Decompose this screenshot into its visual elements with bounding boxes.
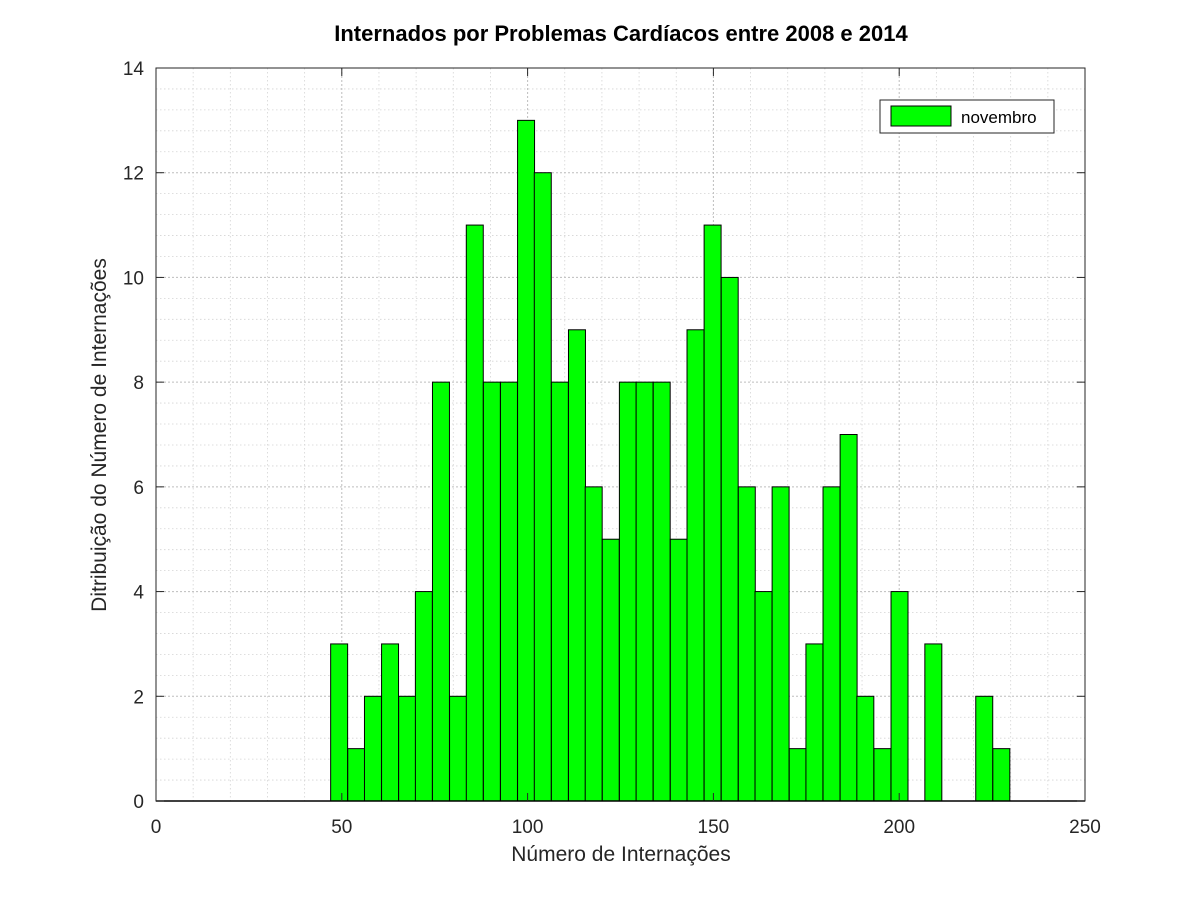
histogram-bar (635, 381, 654, 802)
histogram-bar (992, 748, 1011, 802)
y-tick-label: 4 (133, 583, 144, 604)
axes-frame (155, 67, 1086, 802)
histogram-bar (788, 748, 807, 802)
histogram-bar (550, 381, 569, 802)
histogram-bar (347, 748, 366, 802)
x-tick-label: 200 (883, 817, 915, 838)
bars (330, 119, 1011, 802)
histogram-bar (398, 695, 417, 802)
y-tick-label: 14 (123, 59, 145, 80)
histogram-bar (720, 276, 739, 802)
histogram-bar (449, 695, 468, 802)
legend-label: novembro (961, 108, 1037, 127)
histogram-bar (517, 119, 536, 802)
y-tick-label: 6 (133, 478, 144, 499)
y-tick-label: 2 (133, 687, 144, 708)
histogram-bar (839, 434, 858, 802)
legend: novembro (879, 99, 1055, 134)
histogram-bar (652, 381, 671, 802)
histogram-bar (975, 695, 994, 802)
histogram-bar (363, 695, 382, 802)
histogram-bar (465, 224, 484, 802)
histogram-bar (669, 538, 688, 802)
x-tick-label: 50 (331, 817, 352, 838)
histogram-bar (499, 381, 518, 802)
histogram-bar (584, 486, 603, 802)
histogram-bar (482, 381, 501, 802)
histogram-bar (737, 486, 756, 802)
histogram-bar (771, 486, 790, 802)
x-tick-label: 150 (698, 817, 730, 838)
y-tick-label: 12 (123, 164, 144, 185)
histogram-bar (381, 643, 400, 802)
x-axis-ticks: 0 50 100 150 200 250 (151, 68, 1101, 838)
y-axis-ticks: 0 2 4 6 8 10 12 14 (123, 59, 1085, 813)
histogram-bar (567, 329, 586, 802)
y-tick-label: 8 (133, 373, 144, 394)
histogram-bar (601, 538, 620, 802)
histogram-bar (924, 643, 943, 802)
histogram-bar (533, 172, 552, 802)
histogram-bar (822, 486, 841, 802)
histogram-bar (330, 643, 349, 802)
histogram-bar (618, 381, 637, 802)
x-tick-label: 250 (1069, 817, 1101, 838)
histogram-bar (856, 695, 875, 802)
histogram-bar (805, 643, 824, 802)
x-axis-label: Número de Internações (511, 843, 730, 866)
histogram-bar (431, 381, 450, 802)
histogram-bar (686, 329, 705, 802)
histogram-bar (890, 591, 909, 802)
chart-title: Internados por Problemas Cardíacos entre… (334, 21, 908, 46)
histogram-bar (414, 591, 433, 802)
histogram-bar (754, 591, 773, 802)
histogram-bar (873, 748, 892, 802)
y-axis-label: Ditribuição do Número de Internações (88, 258, 111, 612)
x-tick-label: 0 (151, 817, 162, 838)
x-tick-label: 100 (512, 817, 544, 838)
y-tick-label: 10 (123, 268, 144, 289)
y-tick-label: 0 (133, 792, 144, 813)
histogram-bar (703, 224, 722, 802)
legend-swatch (890, 105, 952, 127)
